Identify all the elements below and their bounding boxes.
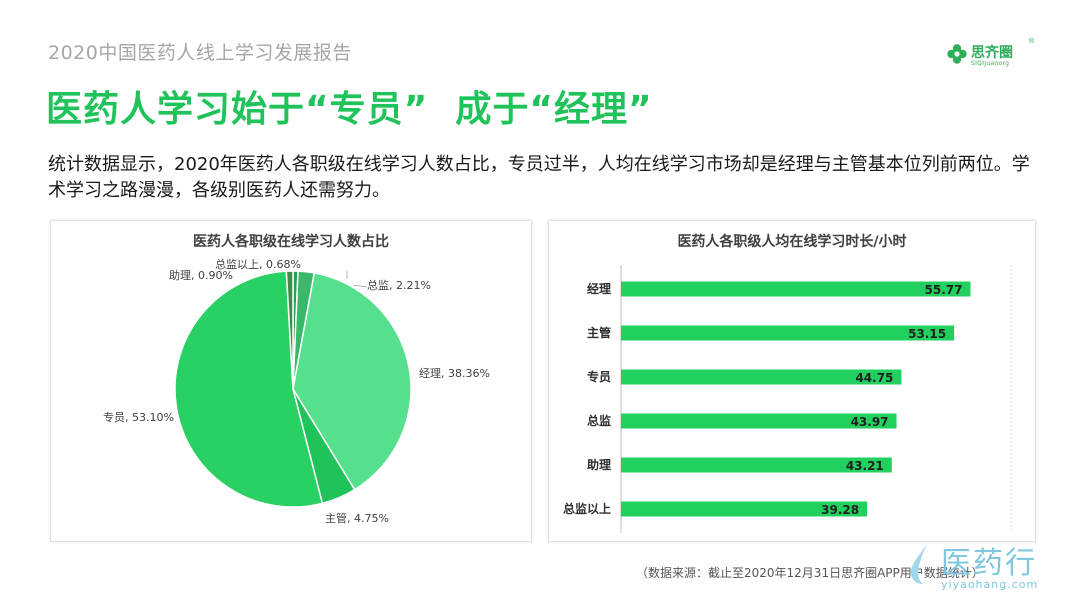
pie-slice-label: 总监, 2.21%	[367, 278, 431, 292]
bar-value-label: 53.15	[908, 327, 946, 341]
pie-chart-title: 医药人各职级在线学习人数占比	[193, 234, 389, 250]
pie-slice-专员	[174, 270, 324, 508]
intro-text: 统计数据显示，2020年医药人各职级在线学习人数占比，专员过半，人均在线学习市场…	[48, 154, 1030, 201]
yiyaohang-watermark: 医药行 yiyaohang.com	[905, 538, 1065, 600]
watermark-cn: 医药行	[941, 546, 1037, 581]
pie-slice-label: 助理, 0.90%	[169, 268, 233, 282]
category-label: 总监	[587, 413, 611, 428]
category-label: 经理	[587, 281, 611, 296]
registered-mark: ®	[1028, 37, 1035, 45]
droplet-icon	[911, 544, 927, 584]
category-label: 主管	[587, 325, 611, 340]
logo-name: 思齐圈	[971, 45, 1013, 61]
bar-总监以上	[621, 501, 868, 517]
logo-subtitle: SIQIJuanorg	[971, 60, 1010, 67]
pie-slice-label: 专员, 53.10%	[103, 410, 174, 424]
page-headline: 医药人学习始于“专员” 成于“经理”	[46, 89, 653, 130]
pie-chart: 总监以上, 0.68% 总监, 2.21% 经理, 38.36% 主管, 4.75% 专…	[103, 257, 490, 525]
pie-slice-助理	[285, 270, 294, 390]
bar-专员	[621, 369, 902, 385]
pie-slice-label: 经理, 38.36%	[419, 367, 490, 380]
pie-slice-经理	[292, 272, 412, 491]
bar-chart-panel: 医药人各职级人均在线学习时长/小时 经理 55.77 主管 53.15 专员 44.75 总…	[548, 220, 1036, 542]
bar-总监	[621, 413, 897, 429]
pie-slice-label: 主管, 4.75%	[325, 511, 389, 525]
bar-value-label: 39.28	[821, 503, 859, 517]
siqiquan-logo: 思齐圈 SIQIJuanorg ®	[946, 37, 1036, 74]
pie-chart-panel: 医药人各职级在线学习人数占比 总监以上, 0.68% 总监, 2.21% 经理, 3…	[50, 220, 532, 542]
bar-经理	[621, 281, 971, 297]
report-name: 2020中国医药人线上学习发展报告	[48, 42, 352, 64]
bar-chart-title: 医药人各职级人均在线学习时长/小时	[677, 234, 907, 250]
bar-chart: 经理 55.77 主管 53.15 专员 44.75 总监 43.97 助理 43.21 总监以上 3…	[563, 265, 1012, 533]
category-label: 专员	[587, 369, 611, 384]
watermark-en: yiyaohang.com	[941, 578, 1039, 591]
bar-value-label: 44.75	[855, 371, 893, 385]
bar-value-label: 43.21	[846, 459, 884, 473]
leader-line	[352, 284, 368, 288]
clover-icon	[947, 44, 967, 64]
bar-主管	[621, 325, 955, 341]
bar-助理	[621, 457, 892, 473]
pie-slice-label: 总监以上, 0.68%	[215, 257, 301, 271]
category-label: 助理	[587, 457, 611, 472]
category-label: 总监以上	[563, 501, 611, 516]
data-source-note: （数据来源：截止至2020年12月31日思齐圈APP用户数据统计）	[636, 566, 984, 580]
bar-value-label: 55.77	[925, 283, 963, 297]
bar-value-label: 43.97	[851, 415, 889, 429]
